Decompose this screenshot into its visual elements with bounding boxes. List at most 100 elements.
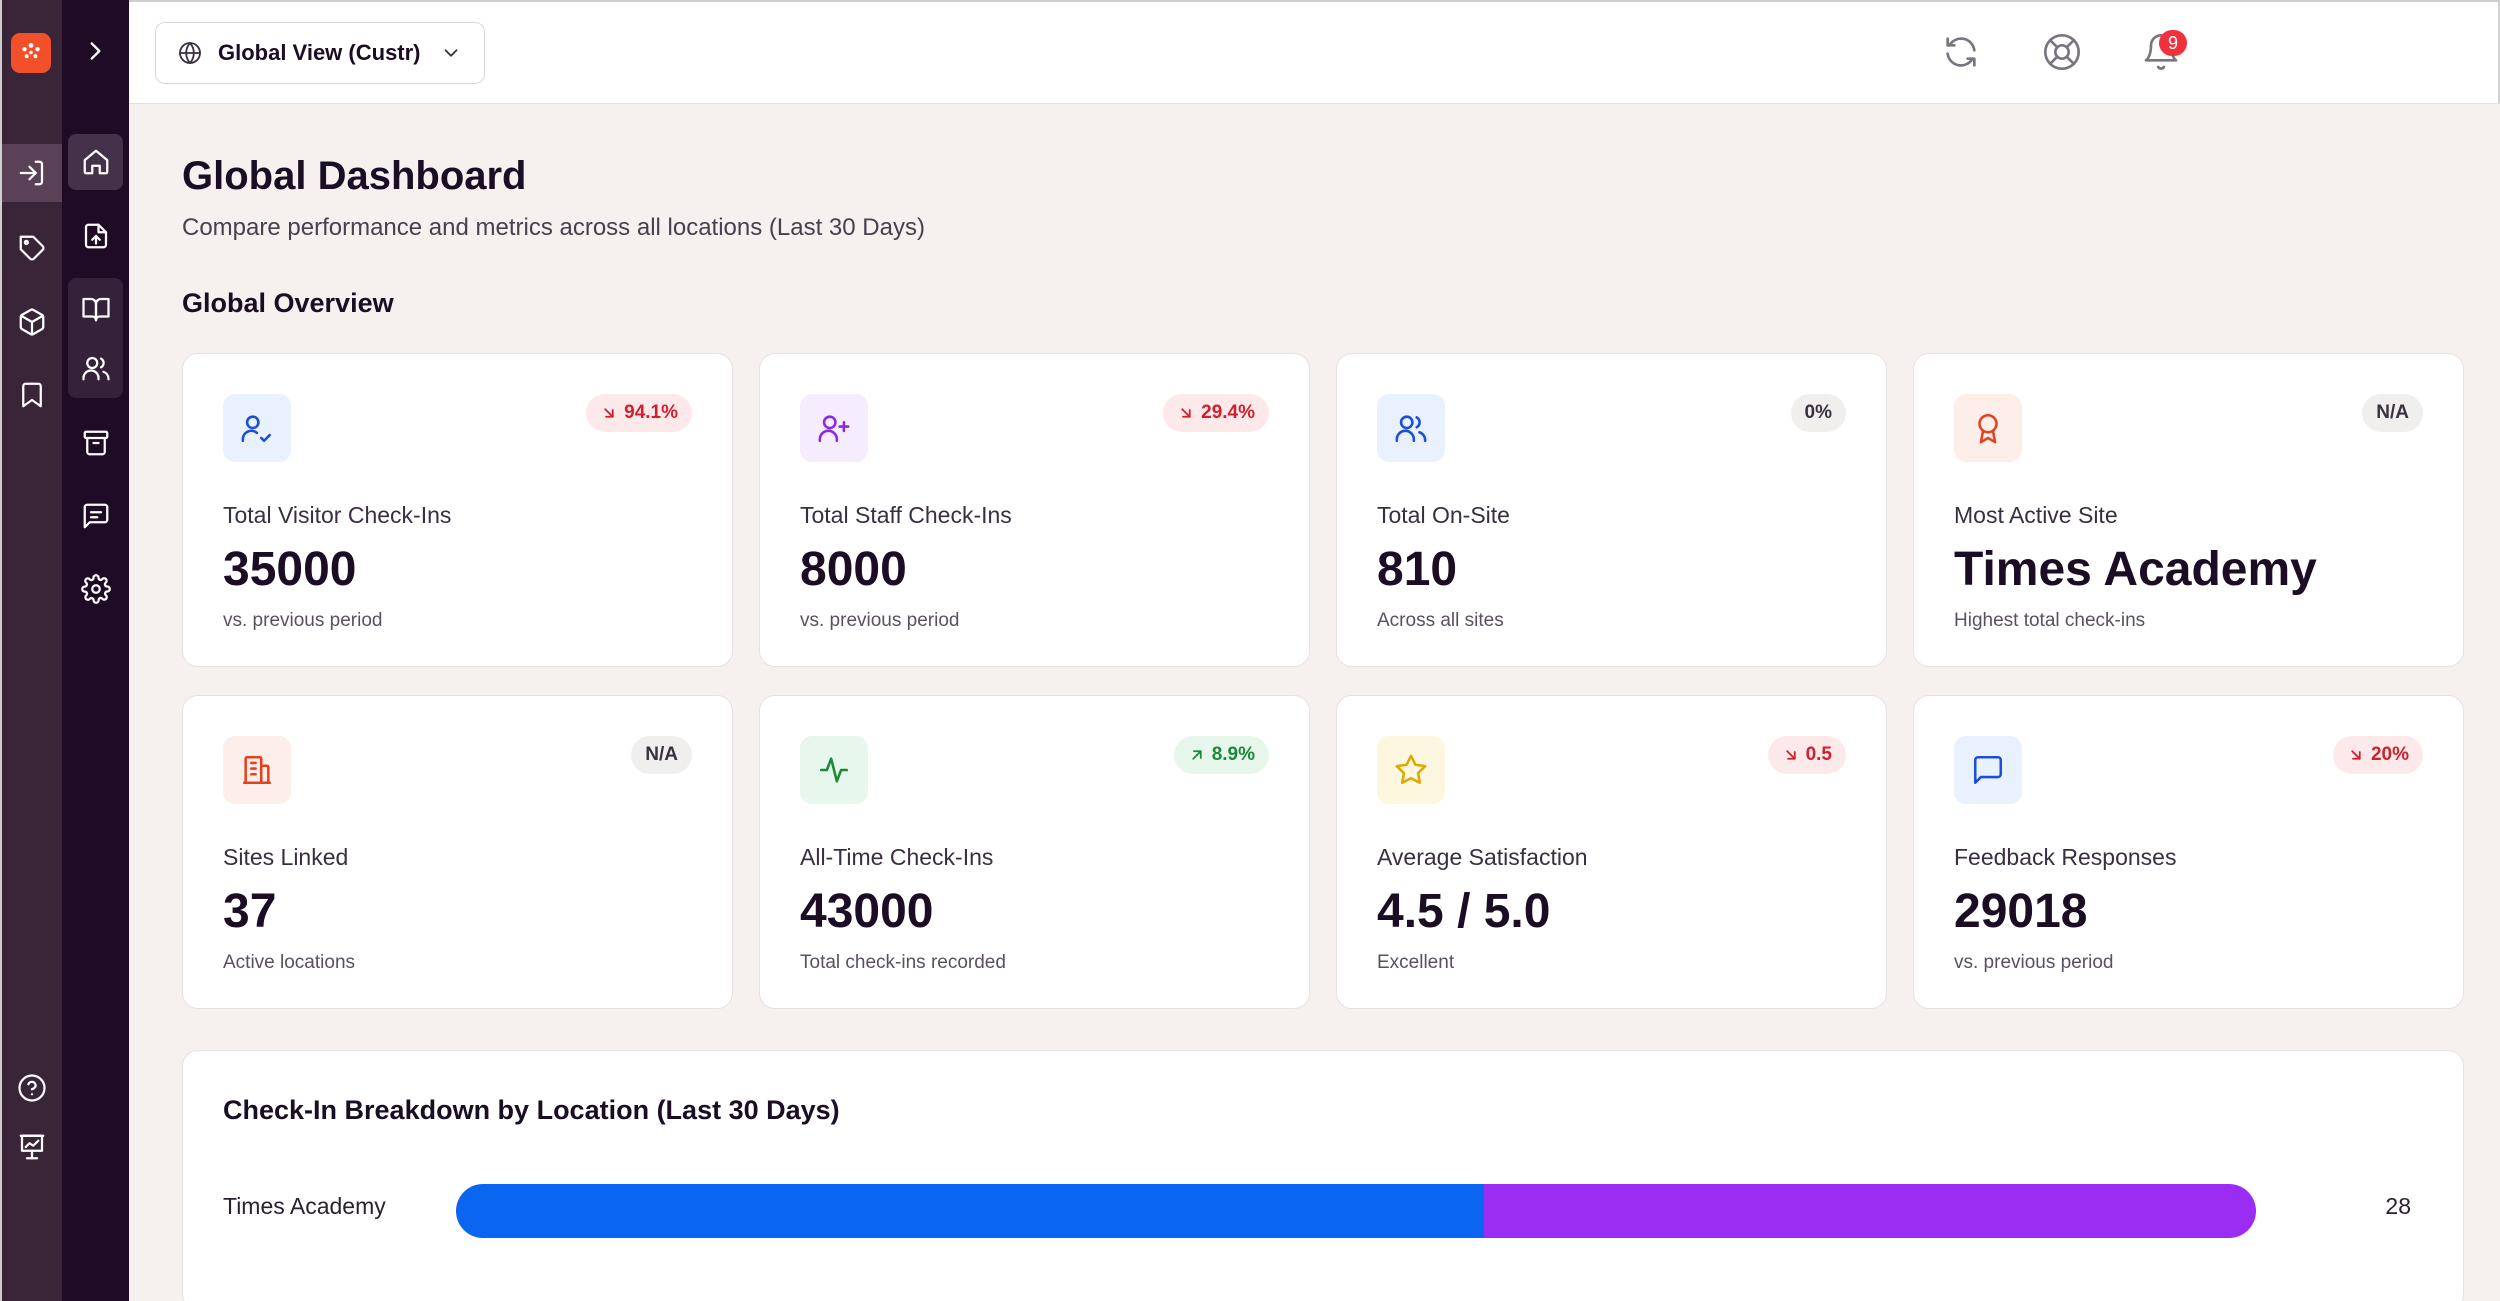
metric-card-total-on-site: 0% Total On-Site 810 Across all sites: [1336, 353, 1887, 667]
globe-icon: [179, 42, 201, 64]
main-content: Global Dashboard Compare performance and…: [129, 104, 2498, 1301]
staff-segment[interactable]: [1483, 1184, 2256, 1238]
scope-selector[interactable]: Global View (Custr): [155, 22, 485, 84]
metric-footnote: Highest total check-ins: [1954, 610, 2146, 631]
metric-card-feedback-responses: 20% Feedback Responses 29018 vs. previou…: [1913, 695, 2464, 1009]
settings-nav-item[interactable]: [68, 561, 123, 617]
metric-card-sites-linked: N/A Sites Linked 37 Active locations: [182, 695, 733, 1009]
help-circle-icon: [18, 1074, 46, 1102]
icon-tile: [223, 736, 291, 804]
location-label: Times Academy: [223, 1193, 386, 1219]
home-nav-item[interactable]: [68, 134, 123, 190]
location-total: 28: [2385, 1193, 2411, 1219]
tag-icon: [19, 235, 45, 261]
log-in-icon: [19, 160, 44, 186]
metric-label: All-Time Check-Ins: [800, 844, 994, 870]
archive-icon: [83, 430, 108, 456]
expand-sidebar-button[interactable]: [80, 34, 110, 68]
arrow-up-right-icon: [1192, 750, 1202, 760]
trend-badge: 29.4%: [1163, 394, 1269, 432]
trend-badge: 8.9%: [1173, 736, 1269, 774]
packages-nav-item[interactable]: [2, 293, 62, 351]
metric-value: 8000: [800, 543, 907, 596]
user-plus-icon: [818, 415, 850, 443]
messages-nav-item[interactable]: [68, 488, 123, 544]
logo-icon: [22, 43, 40, 59]
trend-badge: 0.5: [1767, 736, 1846, 774]
home-icon: [83, 149, 108, 175]
page-subtitle: Compare performance and metrics across a…: [182, 214, 925, 241]
reports-nav-item[interactable]: [68, 208, 123, 264]
top-bar: Global View (Custr) 9: [129, 0, 2500, 104]
metric-label: Total Staff Check-Ins: [800, 502, 1012, 528]
metric-value: 35000: [223, 543, 357, 596]
icon-tile: [1954, 394, 2022, 462]
chevron-right-icon: [90, 42, 101, 60]
metric-label: Feedback Responses: [1954, 844, 2177, 870]
secondary-sidebar: [62, 0, 129, 1301]
trend-value: 0.5: [1805, 744, 1832, 765]
refresh-icon: [1946, 37, 1976, 67]
help-nav-item[interactable]: [2, 1059, 62, 1117]
trend-value: 29.4%: [1201, 402, 1255, 423]
metric-card-all-time-check-ins: 8.9% All-Time Check-Ins 43000 Total chec…: [759, 695, 1310, 1009]
metric-label: Total On-Site: [1377, 502, 1510, 528]
archive-nav-item[interactable]: [68, 415, 123, 471]
gear-icon: [80, 574, 111, 604]
book-open-icon: [81, 297, 110, 322]
users-icon: [1395, 415, 1427, 443]
building-icon: [242, 755, 272, 785]
trend-badge: 20%: [2332, 736, 2423, 774]
page-title: Global Dashboard: [182, 154, 527, 198]
metric-value: 37: [223, 885, 277, 938]
check-in-nav-item[interactable]: [2, 144, 62, 202]
arrow-down-right-icon: [2351, 750, 2361, 760]
metric-value: Times Academy: [1954, 543, 2317, 596]
users-icon: [81, 356, 110, 381]
visitor-segment[interactable]: [456, 1184, 1484, 1238]
message-square-icon: [83, 503, 108, 529]
guides-nav-item[interactable]: [68, 281, 123, 337]
notifications-button[interactable]: 9: [2137, 28, 2187, 76]
metric-label: Average Satisfaction: [1377, 844, 1588, 870]
location-stacked-bar[interactable]: [456, 1184, 2256, 1238]
presentation-nav-item[interactable]: [2, 1118, 62, 1176]
check-in-breakdown-panel: Check-In Breakdown by Location (Last 30 …: [182, 1050, 2464, 1301]
trend-value: N/A: [645, 744, 678, 765]
icon-tile: [800, 736, 868, 804]
icon-tile: [1377, 394, 1445, 462]
trend-badge: 94.1%: [586, 394, 692, 432]
metric-footnote: Across all sites: [1377, 610, 1504, 631]
metric-footnote: vs. previous period: [800, 610, 960, 631]
app-logo[interactable]: [11, 33, 51, 73]
metric-label: Total Visitor Check-Ins: [223, 502, 452, 528]
metric-label: Sites Linked: [223, 844, 349, 870]
support-button[interactable]: [2038, 28, 2086, 76]
trend-badge: 0%: [1790, 394, 1846, 432]
breakdown-title: Check-In Breakdown by Location (Last 30 …: [223, 1095, 840, 1125]
metric-value: 810: [1377, 543, 1458, 596]
metric-label: Most Active Site: [1954, 502, 2118, 528]
metric-footnote: vs. previous period: [223, 610, 383, 631]
metric-card-most-active-site: N/A Most Active Site Times Academy Highe…: [1913, 353, 2464, 667]
user-check-icon: [241, 415, 272, 443]
trend-badge: N/A: [631, 736, 692, 774]
nav-group-highlight: [68, 278, 123, 398]
metric-value: 43000: [800, 885, 934, 938]
bookmarks-nav-item[interactable]: [2, 366, 62, 424]
icon-tile: [1954, 736, 2022, 804]
people-nav-item[interactable]: [68, 340, 123, 396]
refresh-button[interactable]: [1937, 28, 1985, 76]
trend-value: 20%: [2370, 744, 2409, 765]
tags-nav-item[interactable]: [2, 219, 62, 277]
icon-tile: [800, 394, 868, 462]
trend-value: N/A: [2376, 402, 2409, 423]
activity-icon: [819, 757, 849, 783]
icon-tile: [1377, 736, 1445, 804]
section-title: Global Overview: [182, 288, 394, 318]
metric-value: 29018: [1954, 885, 2088, 938]
arrow-down-right-icon: [1181, 408, 1191, 418]
message-square-icon: [1973, 755, 2003, 785]
bookmark-icon: [22, 382, 42, 408]
metric-footnote: Excellent: [1377, 952, 1455, 973]
